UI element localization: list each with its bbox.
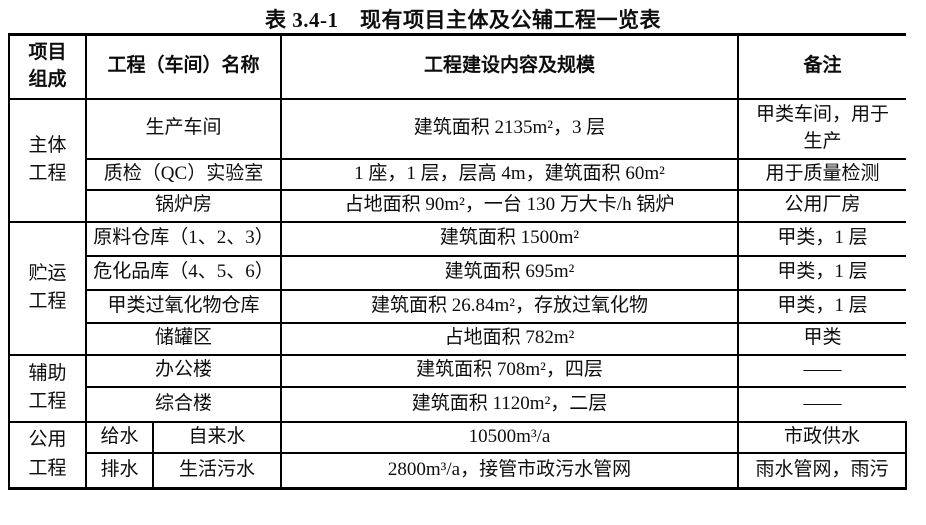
table-row: 储罐区 占地面积 782m² 甲类: [9, 321, 907, 356]
cell-remark: 用于质量检测: [737, 157, 907, 191]
cell-name: 原料仓库（1、2、3）: [84, 220, 283, 257]
cell-name: 质检（QC）实验室: [84, 157, 283, 191]
table-row: 辅助 工程 办公楼 建筑面积 708m²，四层 ——: [8, 353, 907, 423]
group-label-auxiliary-works: 辅助 工程: [8, 353, 87, 423]
project-overview-table: 项目 组成 工程（车间）名称 工程建设内容及规模 备注 主体 工程 生产车间 建…: [8, 33, 908, 490]
cell-content: 建筑面积 695m²: [280, 254, 740, 291]
table-row: 甲类过氧化物仓库 建筑面积 26.84m²，存放过氧化物 甲类，1 层: [9, 288, 907, 324]
cell-remark: 甲类车间，用于 生产: [737, 97, 907, 160]
cell-content: 建筑面积 2135m²，3 层: [280, 97, 740, 160]
group-label-utility-works: 公用 工程: [8, 420, 87, 490]
table-row: 锅炉房 占地面积 90m²，一台 130 万大卡/h 锅炉 公用厂房: [9, 188, 907, 223]
table-row: 公用 工程 给水 自来水 10500m³/a 市政供水: [8, 420, 908, 490]
table-row: 综合楼 建筑面积 1120m²，二层 ——: [9, 385, 907, 423]
cell-remark: 公用厂房: [737, 188, 907, 223]
cell-remark: 甲类，1 层: [737, 220, 907, 257]
header-row: 项目 组成 工程（车间）名称 工程建设内容及规模 备注: [8, 33, 907, 100]
cell-name: 综合楼: [84, 385, 283, 423]
table-title: 表 3.4-1 现有项目主体及公辅工程一览表: [265, 8, 661, 32]
cell-remark: 甲类，1 层: [737, 288, 907, 324]
cell-content: 2800m³/a，接管市政污水管网: [280, 451, 740, 490]
cell-name: 生产车间: [84, 97, 283, 160]
cell-remark: 甲类，1 层: [737, 254, 907, 291]
cell-name: 办公楼: [84, 353, 283, 388]
table-row: 排水 生活污水 2800m³/a，接管市政污水管网 雨水管网，雨污: [9, 451, 908, 490]
table-row: 主体 工程 生产车间 建筑面积 2135m²，3 层 甲类车间，用于 生产: [8, 97, 907, 223]
table-row: 危化品库（4、5、6） 建筑面积 695m² 甲类，1 层: [9, 254, 907, 291]
cell-name: 给水: [85, 420, 154, 454]
header-construction-content: 工程建设内容及规模: [280, 33, 740, 100]
table-row: 贮运 工程 原料仓库（1、2、3） 建筑面积 1500m² 甲类，1 层: [8, 220, 907, 356]
cell-subname: 生活污水: [151, 451, 283, 490]
cell-remark: 雨水管网，雨污: [737, 451, 908, 490]
cell-content: 占地面积 782m²: [280, 321, 740, 356]
cell-content: 建筑面积 1500m²: [280, 220, 740, 257]
cell-name: 甲类过氧化物仓库: [84, 288, 283, 324]
cell-remark: ——: [737, 385, 907, 423]
table-row: 质检（QC）实验室 1 座，1 层，层高 4m，建筑面积 60m² 用于质量检测: [9, 157, 907, 191]
header-project-composition: 项目 组成: [8, 33, 87, 100]
header-remark: 备注: [737, 33, 907, 100]
cell-name: 储罐区: [84, 321, 283, 356]
cell-content: 建筑面积 26.84m²，存放过氧化物: [280, 288, 740, 324]
cell-name: 锅炉房: [84, 188, 283, 223]
group-label-main-works: 主体 工程: [8, 97, 87, 223]
cell-name: 危化品库（4、5、6）: [84, 254, 283, 291]
cell-remark: 市政供水: [737, 420, 908, 454]
header-workshop-name: 工程（车间）名称: [84, 33, 283, 100]
cell-remark: ——: [737, 353, 907, 388]
cell-content: 10500m³/a: [280, 420, 740, 454]
cell-remark: 甲类: [737, 321, 907, 356]
cell-content: 建筑面积 708m²，四层: [280, 353, 740, 388]
cell-content: 建筑面积 1120m²，二层: [280, 385, 740, 423]
group-label-storage-works: 贮运 工程: [8, 220, 87, 356]
cell-name: 排水: [85, 451, 154, 490]
cell-subname: 自来水: [151, 420, 283, 454]
cell-content: 1 座，1 层，层高 4m，建筑面积 60m²: [280, 157, 740, 191]
cell-content: 占地面积 90m²，一台 130 万大卡/h 锅炉: [280, 188, 740, 223]
